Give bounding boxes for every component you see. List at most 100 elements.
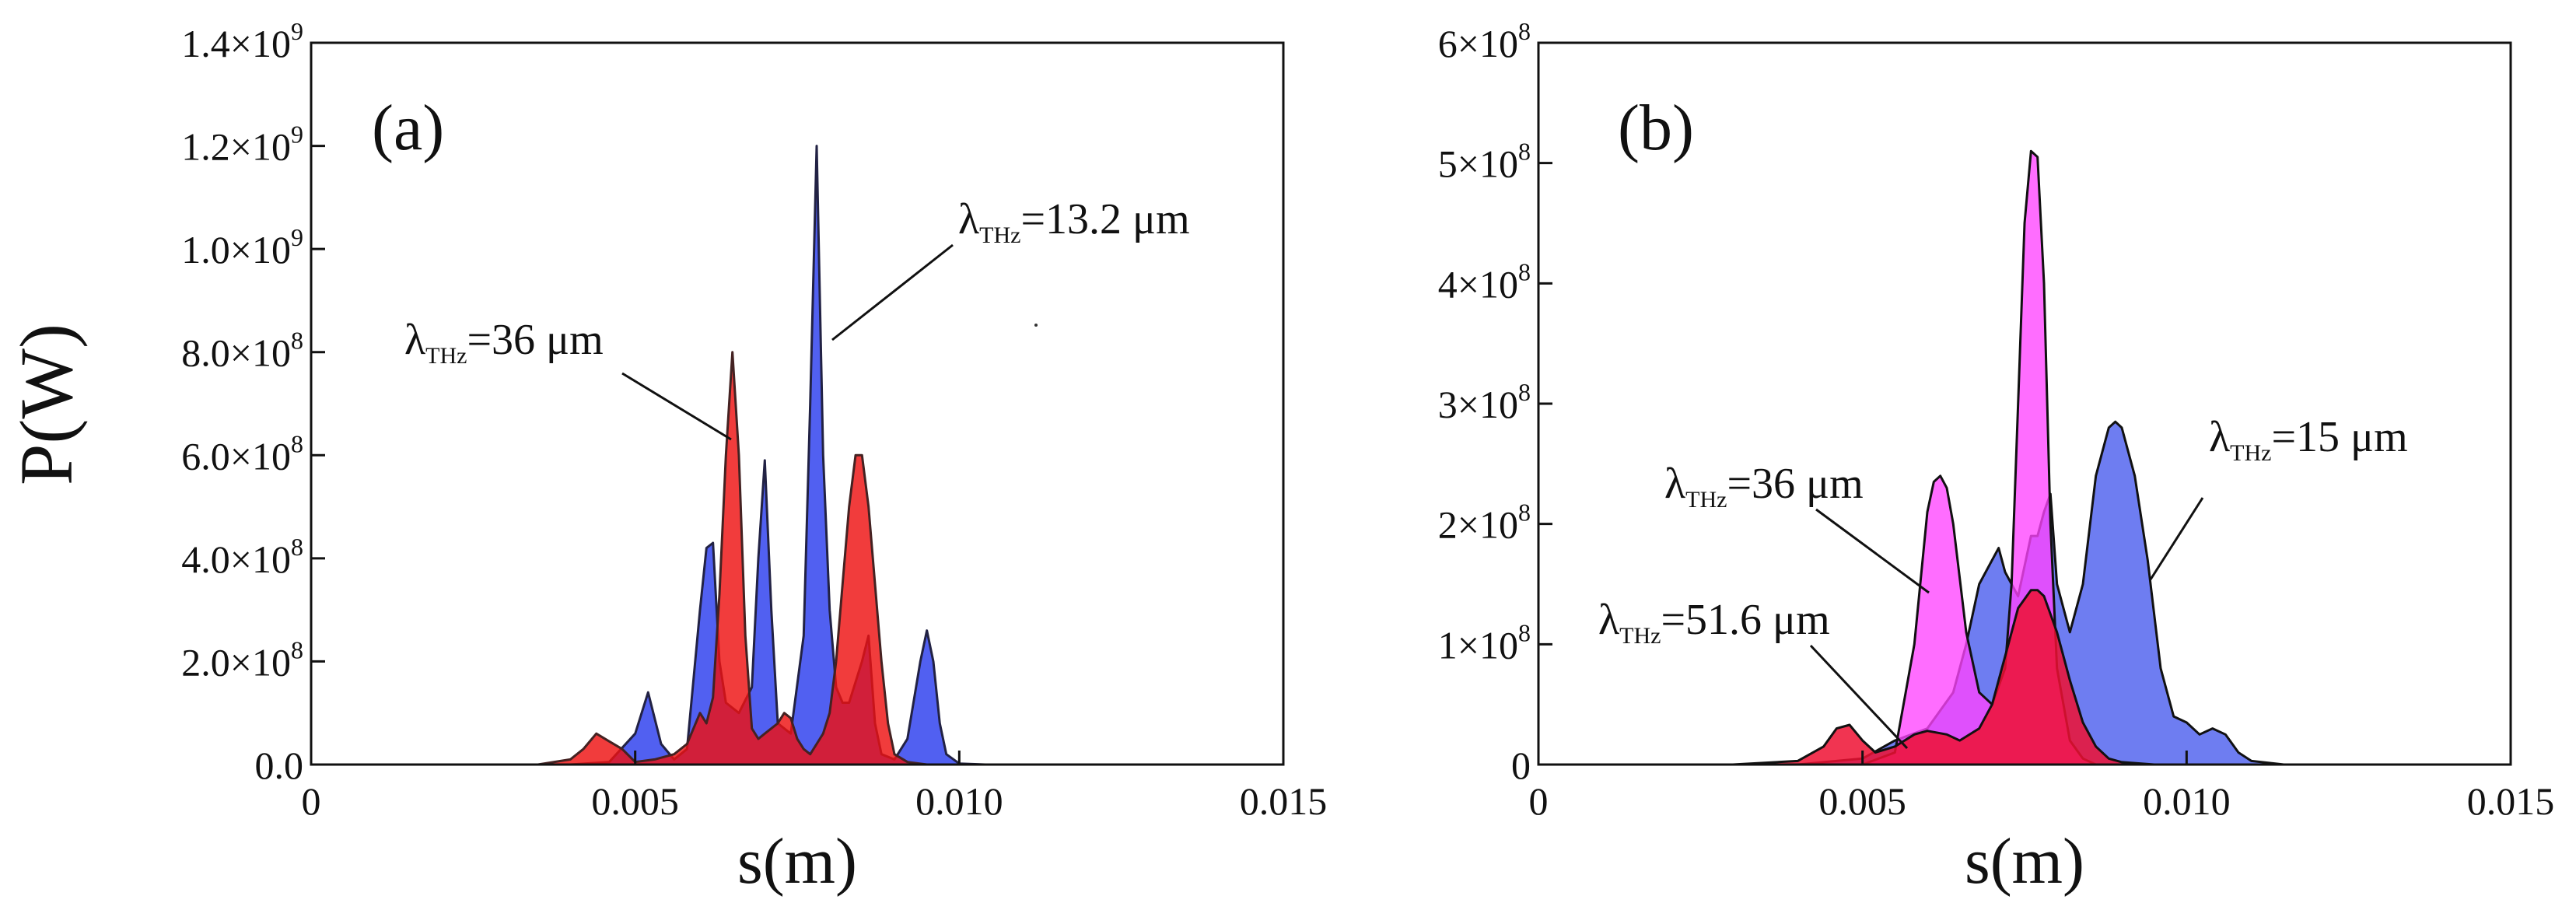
y-tick-times: ×10 <box>1458 503 1518 547</box>
panel-a-annotation-13-2um: λTHz=13.2 μm <box>831 195 1190 341</box>
y-tick-exponent: 9 <box>291 223 303 251</box>
annotation-subscript: THz <box>2230 440 2271 466</box>
y-tick-label: 8.0×108 <box>181 327 303 375</box>
annotation-symbol: λ <box>2209 413 2230 461</box>
annotation-text: λTHz=13.2 μm <box>958 195 1190 248</box>
annotation-symbol: λ <box>958 195 979 243</box>
y-tick-mantissa: 8.0 <box>181 331 230 375</box>
annotation-symbol: λ <box>404 316 425 364</box>
y-tick-mantissa: 5 <box>1438 142 1458 186</box>
y-tick-times: ×10 <box>230 537 291 581</box>
x-tick-label: 0.015 <box>1240 779 1328 823</box>
annotation-text: λTHz=36 μm <box>1664 460 1864 513</box>
y-tick-times: ×10 <box>1458 262 1518 306</box>
y-tick-mantissa: 1 <box>1438 623 1458 667</box>
y-tick-mantissa: 1.4 <box>181 22 230 65</box>
panel-a: 0.02.0×1084.0×1086.0×1088.0×1081.0×1091.… <box>181 17 1327 898</box>
panel-a-y-ticks: 0.02.0×1084.0×1086.0×1088.0×1081.0×1091.… <box>181 17 325 787</box>
leader-line <box>831 243 954 341</box>
annotation-rest: =13.2 μm <box>1020 195 1189 243</box>
y-tick-mantissa: 1.2 <box>181 125 230 169</box>
y-tick-mantissa: 6 <box>1438 22 1458 65</box>
y-tick-label: 1.0×109 <box>181 223 303 271</box>
y-tick-label: 6×108 <box>1438 17 1531 65</box>
y-tick-exponent: 8 <box>1518 17 1531 45</box>
annotation-rest: =36 μm <box>1727 460 1863 508</box>
leader-line <box>1809 644 1909 750</box>
y-tick-mantissa: 1.0 <box>181 228 230 271</box>
annotation-text: λTHz=36 μm <box>404 316 604 369</box>
x-tick-label: 0.005 <box>1818 779 1906 823</box>
y-tick-mantissa: 3 <box>1438 383 1458 426</box>
y-tick-label: 2×108 <box>1438 499 1531 547</box>
panel-a-annotation-36um: λTHz=36 μm <box>404 316 732 441</box>
y-tick-label: 4.0×108 <box>181 533 303 581</box>
y-tick-mantissa: 2.0 <box>181 640 230 684</box>
panel-b-annotation-36um: λTHz=36 μm <box>1664 460 1930 594</box>
y-tick-exponent: 8 <box>1518 499 1531 527</box>
leader-line <box>2149 497 2204 580</box>
annotation-subscript: THz <box>1685 487 1727 513</box>
y-tick-times: ×10 <box>1458 383 1518 426</box>
annotation-subscript: THz <box>1619 623 1661 649</box>
annotation-subscript: THz <box>979 222 1020 248</box>
panel-b-series-2 <box>1731 589 2156 766</box>
stray-dot <box>1034 324 1038 327</box>
figure-ylabel: P(W) <box>5 324 88 485</box>
y-tick-times: ×10 <box>230 434 291 478</box>
panel-b-annotation-51-6um: λTHz=51.6 μm <box>1598 596 1909 750</box>
y-tick-mantissa: 2 <box>1438 503 1458 547</box>
y-tick-label: 6.0×108 <box>181 429 303 478</box>
y-tick-mantissa: 0.0 <box>255 744 304 787</box>
x-tick-label: 0.015 <box>2467 779 2555 823</box>
annotation-text: λTHz=51.6 μm <box>1598 596 1830 649</box>
y-tick-times: ×10 <box>230 22 291 65</box>
y-tick-exponent: 8 <box>1518 378 1531 406</box>
y-tick-label: 2.0×108 <box>181 635 303 684</box>
panel-b-annotation-15um: λTHz=15 μm <box>2149 413 2408 580</box>
y-tick-exponent: 8 <box>291 635 303 663</box>
annotation-symbol: λ <box>1664 460 1685 508</box>
y-tick-times: ×10 <box>230 640 291 684</box>
annotation-rest: =15 μm <box>2271 413 2407 461</box>
panel-a-xlabel: s(m) <box>737 825 857 898</box>
y-tick-mantissa: 4.0 <box>181 537 230 581</box>
panel-b-series <box>1731 149 2285 766</box>
panel-a-label: (a) <box>372 92 444 164</box>
y-tick-exponent: 8 <box>1518 257 1531 285</box>
x-tick-label: 0 <box>1529 779 1549 823</box>
panel-b-xlabel: s(m) <box>1965 825 2084 898</box>
y-tick-times: ×10 <box>1458 623 1518 667</box>
y-tick-exponent: 8 <box>1518 138 1531 166</box>
leader-line <box>1815 508 1930 594</box>
y-tick-label: 5×108 <box>1438 138 1531 186</box>
y-tick-exponent: 8 <box>291 327 303 355</box>
y-tick-times: ×10 <box>230 228 291 271</box>
y-tick-label: 0 <box>1511 744 1531 787</box>
panel-b-x-ticks: 0 0.005 0.010 0.015 <box>1529 751 2555 823</box>
annotation-symbol: λ <box>1598 596 1619 644</box>
annotation-rest: =51.6 μm <box>1661 596 1829 644</box>
y-tick-mantissa: 6.0 <box>181 434 230 478</box>
x-tick-label: 0.010 <box>2143 779 2231 823</box>
y-tick-times: ×10 <box>1458 142 1518 186</box>
y-tick-times: ×10 <box>1458 22 1518 65</box>
x-tick-label: 0.010 <box>915 779 1003 823</box>
y-tick-times: ×10 <box>230 125 291 169</box>
y-tick-mantissa: 0 <box>1511 744 1531 787</box>
annotation-subscript: THz <box>425 343 467 369</box>
y-tick-exponent: 9 <box>291 17 303 45</box>
y-tick-times: ×10 <box>230 331 291 375</box>
y-tick-exponent: 9 <box>291 121 303 149</box>
panel-a-frame <box>310 41 1285 766</box>
y-tick-label: 4×108 <box>1438 257 1531 306</box>
y-tick-mantissa: 4 <box>1438 262 1458 306</box>
annotation-rest: =36 μm <box>467 316 603 364</box>
y-tick-label: 1.2×109 <box>181 121 303 169</box>
panel-a-series-1 <box>537 351 929 766</box>
panel-a-x-ticks: 0 0.005 0.010 0.015 <box>302 751 1328 823</box>
annotation-text: λTHz=15 μm <box>2209 413 2408 466</box>
